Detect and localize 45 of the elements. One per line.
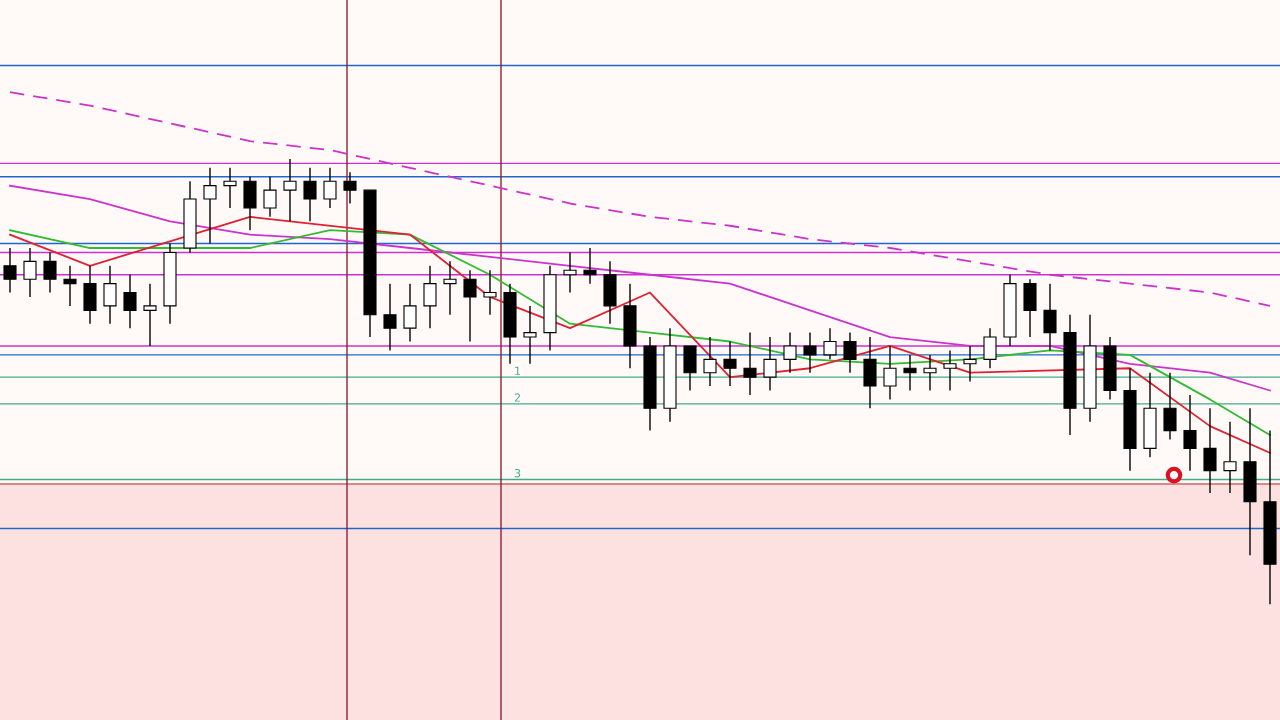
candlestick [403,282,417,343]
candlestick [343,171,357,205]
candlestick [1163,371,1177,441]
candlestick [783,331,797,374]
candlestick [703,336,717,387]
candlestick [263,176,277,218]
candlestick [823,327,837,361]
candlestick [463,269,477,343]
candlestick [323,167,337,209]
candlestick [443,260,457,316]
annotation: 1 [515,366,521,375]
candlestick [203,167,217,245]
candlestick [1203,407,1217,494]
candlestick [523,305,537,365]
candlestick [1043,282,1057,352]
candlestick [223,167,237,209]
annotation: 2 [514,393,520,402]
candlestick [423,265,437,329]
candlestick [123,274,137,329]
candlestick [303,167,317,222]
candlestick [983,327,997,369]
candlestick [883,345,897,401]
candlestick [103,265,117,325]
candlestick [943,349,957,392]
candlestick [583,247,597,285]
candlestick [43,251,57,294]
candlestick [63,265,77,307]
candlestick [743,331,757,396]
candlestick [963,345,977,383]
candlestick [1223,420,1237,494]
candlestick [483,269,497,316]
candlestick [143,282,157,347]
candlestick [903,354,917,392]
candlestick [383,282,397,352]
candlestick [723,340,737,387]
candlestick [763,336,777,392]
candlestick [923,354,937,392]
candlestick [283,158,297,222]
candlestick [23,247,37,298]
candlestick [3,247,17,294]
annotation: 3 [514,469,521,478]
candlestick [803,331,817,374]
candlestick [563,251,577,294]
candlestick [1183,394,1197,472]
candlestick [843,331,857,374]
